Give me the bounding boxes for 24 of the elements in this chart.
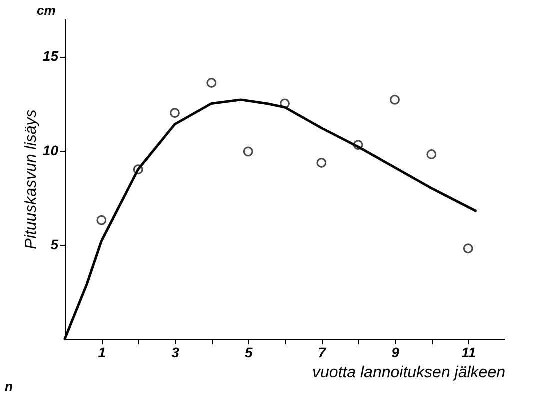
text: n	[5, 379, 13, 394]
x-tick-label: 5	[244, 344, 253, 360]
point	[463, 244, 474, 254]
point	[133, 164, 144, 175]
point	[243, 146, 254, 157]
point	[170, 108, 180, 118]
y-tick-label: 10	[42, 142, 59, 158]
point	[206, 78, 217, 88]
point	[316, 158, 327, 168]
point	[96, 215, 107, 226]
point	[280, 98, 290, 109]
x-axis-title: vuotta lannoituksen jälkeen	[312, 364, 506, 382]
point	[426, 150, 437, 160]
x-tick-label: 1	[98, 344, 106, 360]
x-tick-label: 11	[462, 344, 476, 360]
y-tick-label: 15	[42, 48, 59, 64]
y-axis-title: Pituuskasvun lisäys	[22, 110, 40, 250]
point	[353, 140, 364, 150]
x-tick-label: 7	[318, 344, 328, 360]
point	[390, 94, 400, 105]
text: cm	[37, 3, 56, 18]
x-tick-label: 9	[392, 344, 400, 360]
y-tick-label: 5	[50, 236, 59, 252]
x-tick-label: 3	[172, 344, 180, 360]
